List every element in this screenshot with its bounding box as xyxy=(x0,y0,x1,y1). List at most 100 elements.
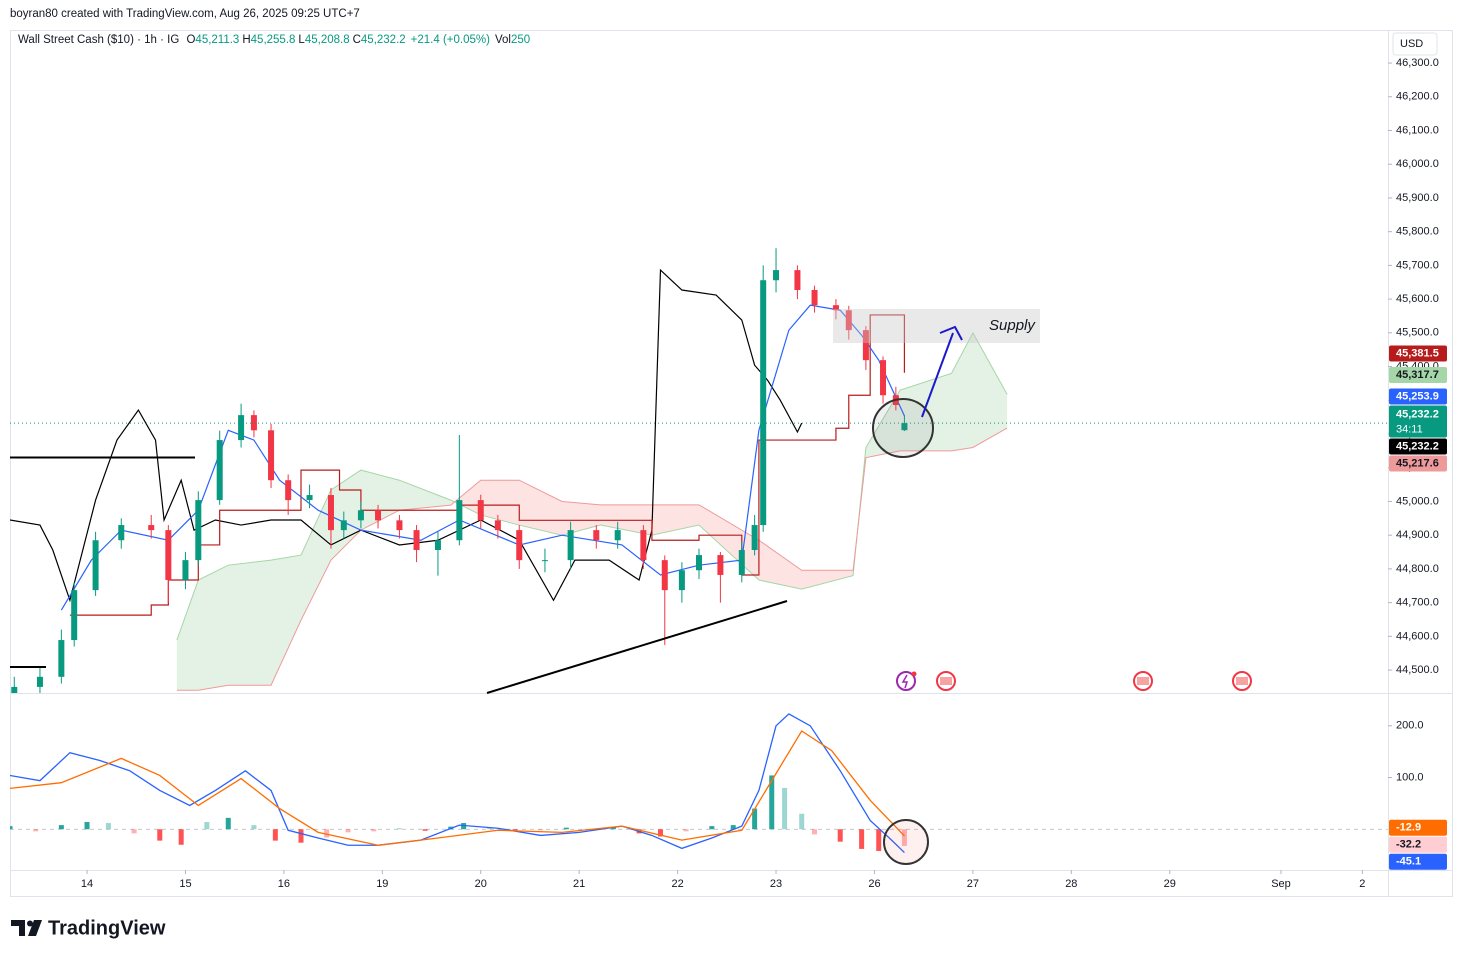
candle-body xyxy=(71,590,78,641)
histogram-bar xyxy=(272,829,278,841)
event-icon[interactable] xyxy=(896,671,916,691)
candle-body xyxy=(92,540,99,591)
y-tick-label: 45,800.0 xyxy=(1396,226,1439,238)
cloud-segment xyxy=(972,332,1008,448)
candle-body xyxy=(434,540,441,551)
legend-key: Vol xyxy=(494,34,511,46)
currency-label[interactable]: USD xyxy=(1400,38,1423,50)
cloud-segment xyxy=(900,373,952,451)
histogram-bar xyxy=(251,825,257,830)
x-tick-label: 20 xyxy=(475,878,487,890)
price-label: 45,217.6 xyxy=(1396,457,1439,469)
candle-body xyxy=(327,495,334,531)
supply-zone xyxy=(833,309,1040,343)
candle-body xyxy=(195,500,202,561)
legend-value: 45,208.8 xyxy=(304,34,350,46)
x-tick-label: 19 xyxy=(376,878,388,890)
arrow-shaft xyxy=(921,332,954,418)
legend-key: H xyxy=(242,34,251,46)
candle-body xyxy=(396,520,403,531)
y-tick-label: 44,800.0 xyxy=(1396,563,1439,575)
candle-body xyxy=(696,555,702,571)
candle-body xyxy=(165,530,172,581)
price-label-bg xyxy=(1389,455,1447,472)
histogram-bar xyxy=(876,829,882,851)
candle-body xyxy=(678,570,685,591)
legend-change: +21.4 (+0.05%) xyxy=(410,34,490,46)
cloud-segment xyxy=(228,560,272,686)
candle-body xyxy=(738,550,745,575)
y-tick-label: 45,600.0 xyxy=(1396,293,1439,305)
legend-value: 45,255.8 xyxy=(250,34,296,46)
histogram-bar xyxy=(837,829,843,842)
histogram-bar xyxy=(396,828,402,830)
legend-value: 45,211.3 xyxy=(195,34,240,46)
candle-body xyxy=(760,280,767,526)
histogram-bar xyxy=(422,829,428,831)
drawings: Supply xyxy=(10,309,1252,694)
event-dot xyxy=(911,671,917,677)
y-tick-label: 44,900.0 xyxy=(1396,529,1439,541)
histogram-bar xyxy=(371,829,377,832)
price-label-bg xyxy=(1389,345,1447,362)
price-label: 45,232.2 xyxy=(1396,408,1439,420)
price-label: -32.2 xyxy=(1396,839,1421,851)
histogram-bar xyxy=(769,775,775,830)
legend-key: O xyxy=(186,34,196,46)
histogram-bar xyxy=(157,829,163,841)
x-tick-label: 2 xyxy=(1359,878,1365,890)
macd-line xyxy=(10,713,905,854)
candle-body xyxy=(250,415,257,431)
x-tick-label: 21 xyxy=(573,878,585,890)
price-label: 45,253.9 xyxy=(1396,390,1439,402)
span-b-line xyxy=(176,427,1008,691)
y-tick-label: 100.0 xyxy=(1396,771,1424,783)
candle-body xyxy=(541,560,548,562)
price-label-bg xyxy=(1389,388,1447,405)
event-glyph xyxy=(901,674,909,689)
price-label-bg xyxy=(1389,438,1447,455)
candle-body xyxy=(661,560,668,591)
chart-frame xyxy=(10,30,1453,897)
highlight-circle xyxy=(883,819,929,865)
candle-body xyxy=(862,330,869,361)
candle-body xyxy=(306,495,313,501)
histogram-bar xyxy=(486,828,492,830)
brand-logo: TradingView xyxy=(11,917,166,939)
candle-body xyxy=(901,423,908,431)
histogram-bar xyxy=(84,822,90,830)
histogram-bar xyxy=(225,817,231,830)
histogram-bar xyxy=(709,826,715,830)
arrow-head xyxy=(939,325,963,341)
price-label: -12.9 xyxy=(1396,822,1421,834)
x-tick-label: 26 xyxy=(868,878,880,890)
legend-key: C xyxy=(352,34,361,46)
histogram-bar xyxy=(345,829,351,833)
supply-label: Supply xyxy=(989,317,1036,334)
legend-value: 45,232.2 xyxy=(360,34,406,46)
price-label-bg xyxy=(1389,405,1447,438)
candle-body xyxy=(238,415,245,441)
cloud-segment xyxy=(865,390,901,458)
legend-key: L xyxy=(298,34,305,46)
candle-body xyxy=(832,305,839,311)
histogram-bar xyxy=(324,829,330,838)
y-tick-label: 46,100.0 xyxy=(1396,124,1439,136)
histogram-bar xyxy=(901,829,907,846)
y-tick-label: 46,200.0 xyxy=(1396,91,1439,103)
flag-glyph xyxy=(1137,677,1149,685)
candle-body xyxy=(593,530,600,541)
cloud-segment xyxy=(480,480,520,526)
candle-body xyxy=(58,640,65,677)
price-label: 45,381.5 xyxy=(1396,347,1439,359)
histogram-bar xyxy=(131,829,137,834)
candle-body xyxy=(845,310,852,331)
candle-body xyxy=(751,525,758,551)
flag-glyph xyxy=(1236,677,1248,685)
histogram-bar xyxy=(683,829,689,832)
currency-button[interactable] xyxy=(1392,32,1438,56)
histogram-bar xyxy=(563,827,569,830)
cloud-segment xyxy=(330,470,361,561)
x-tick-label: 22 xyxy=(671,878,683,890)
